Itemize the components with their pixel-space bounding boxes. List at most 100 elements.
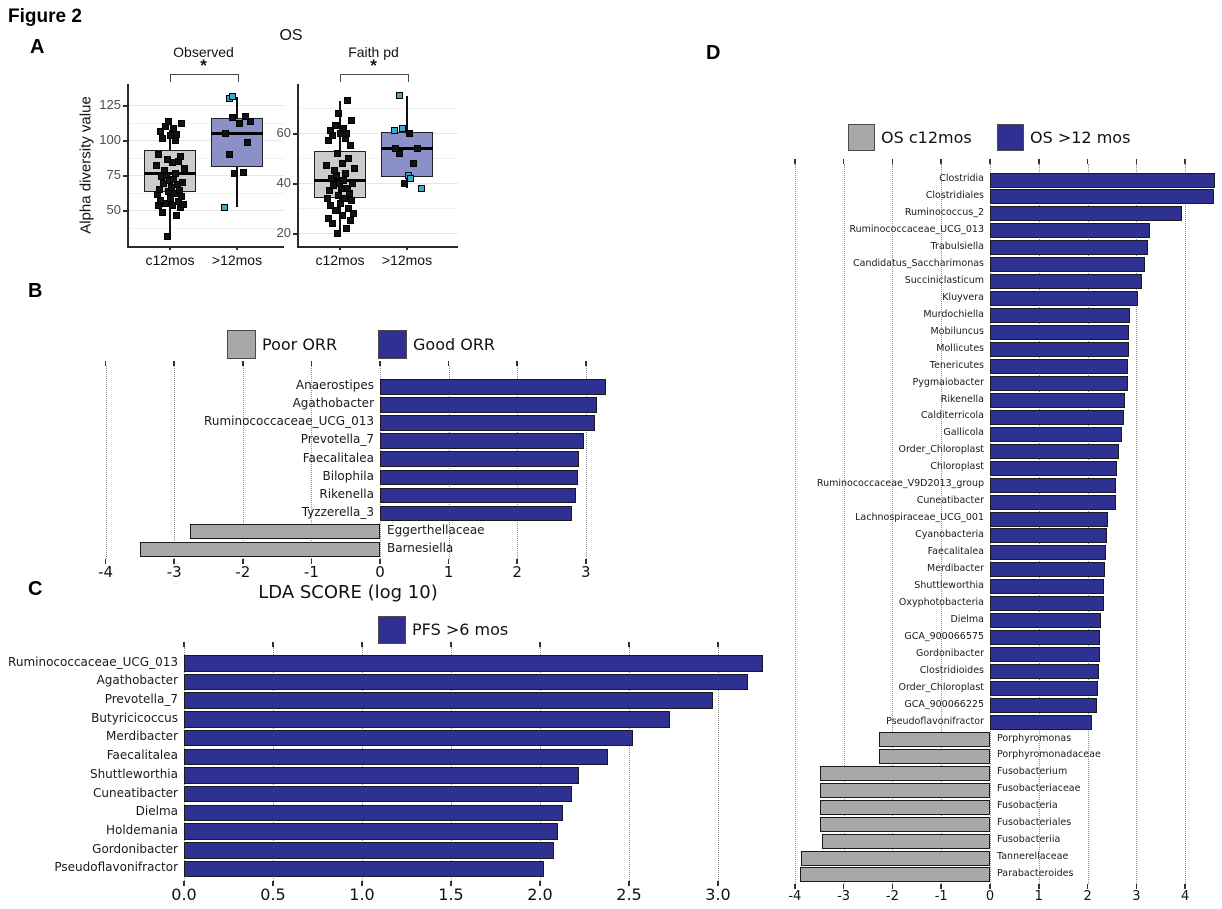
bar <box>879 731 990 747</box>
data-point <box>325 187 333 194</box>
x-category-label: >12mos <box>381 252 433 268</box>
axis-tick-top <box>585 361 587 366</box>
bar-label: Holdemania <box>105 822 178 837</box>
x-axis-title: LDA SCORE (log 10) <box>258 582 438 603</box>
gridline-vertical <box>1136 164 1138 884</box>
data-point <box>343 97 351 104</box>
axis-tick-top <box>891 159 894 164</box>
data-point <box>241 112 249 120</box>
bar-label: Pseudoflavonifractor <box>886 715 984 727</box>
bar-label: Ruminococcaceae_UCG_013 <box>849 224 984 235</box>
data-point <box>395 149 403 157</box>
axis-tick-bottom <box>310 559 313 564</box>
axis-tick-bottom <box>940 884 942 889</box>
axis-tick-bottom <box>794 884 796 889</box>
gridline-vertical <box>311 366 313 559</box>
gridline-vertical <box>585 366 587 559</box>
data-point <box>178 178 186 186</box>
bar <box>990 392 1126 408</box>
data-point <box>169 125 177 133</box>
bar <box>184 823 558 840</box>
bar-label: Clostridioides <box>919 664 984 676</box>
bar <box>990 596 1104 612</box>
y-tick-label: 50 <box>106 202 121 217</box>
data-point-highlight <box>406 174 414 182</box>
whisker-upper <box>169 130 171 150</box>
bar <box>139 541 380 558</box>
data-point <box>339 124 347 132</box>
bar <box>990 681 1098 696</box>
bar <box>184 655 763 672</box>
bar-label: Rikenella <box>319 486 374 501</box>
bar <box>800 850 990 866</box>
bar-label: Shuttleworthia <box>914 579 984 591</box>
bar <box>380 397 598 413</box>
data-point <box>339 177 347 184</box>
gridline-minor <box>298 158 458 159</box>
significance-bracket <box>170 74 239 82</box>
y-tick-label: 40 <box>276 175 291 190</box>
gridline-vertical <box>1185 164 1187 884</box>
whisker-lower <box>169 191 171 237</box>
bar-label: Gallicola <box>943 427 984 439</box>
axis-tick-top <box>104 361 107 366</box>
axis-tick-bottom <box>1135 884 1138 889</box>
x-tick-label: -1 <box>303 563 319 581</box>
x-tick-label: 1 <box>443 563 454 581</box>
bar <box>990 240 1149 256</box>
y-tick-mark <box>123 105 127 107</box>
x-tick-label: 1 <box>1034 889 1043 904</box>
bar <box>819 799 990 815</box>
bar-label: Trabulsiella <box>930 240 984 252</box>
bar <box>990 291 1138 307</box>
median-line <box>144 172 196 176</box>
bar <box>990 426 1122 442</box>
x-tick-label: 3 <box>581 563 591 581</box>
gridline-minor <box>298 208 458 209</box>
data-point <box>160 167 168 175</box>
bar <box>819 765 990 781</box>
data-point <box>348 179 356 187</box>
data-point-highlight <box>398 124 406 132</box>
data-point <box>230 170 238 178</box>
bar <box>184 767 580 784</box>
bar-label: Chloroplast <box>930 461 984 473</box>
chart-title: OS <box>279 27 303 44</box>
data-point <box>330 167 338 174</box>
bar <box>990 358 1129 374</box>
data-point <box>328 219 336 227</box>
axis-tick-bottom <box>842 884 845 889</box>
data-point <box>334 109 342 117</box>
legend-swatch <box>997 124 1024 151</box>
bar-label: Dielma <box>950 613 984 625</box>
x-tick-mark <box>236 246 238 250</box>
bar-label: Porphyromonas <box>997 732 1072 744</box>
data-point <box>338 159 346 167</box>
bar <box>184 748 608 765</box>
data-point <box>176 153 184 161</box>
bar-label: Murdochiella <box>923 308 984 320</box>
box <box>381 131 433 177</box>
axis-tick-top <box>1086 159 1089 164</box>
bar <box>990 375 1128 391</box>
gridline-vertical <box>941 164 943 884</box>
legend-swatch <box>227 330 256 359</box>
gridline-minor <box>298 108 458 109</box>
data-point <box>338 212 346 219</box>
bar-label: Barnesiella <box>387 541 454 555</box>
bar-label: Merdibacter <box>106 729 178 744</box>
data-point <box>346 142 354 149</box>
panel-label-c: C <box>28 578 43 600</box>
bar-label: Order_Chloroplast <box>898 444 984 456</box>
bar <box>990 630 1101 646</box>
data-point <box>409 159 417 167</box>
bar-label: Pygmaiobacter <box>912 376 984 388</box>
y-axis-line <box>297 84 299 246</box>
bar <box>990 443 1119 459</box>
axis-tick-top <box>1184 159 1186 164</box>
data-point <box>154 150 162 158</box>
bar <box>990 647 1100 663</box>
bar-label: Clostridiales <box>925 190 984 202</box>
data-point <box>344 154 352 162</box>
axis-tick-bottom <box>379 559 381 564</box>
